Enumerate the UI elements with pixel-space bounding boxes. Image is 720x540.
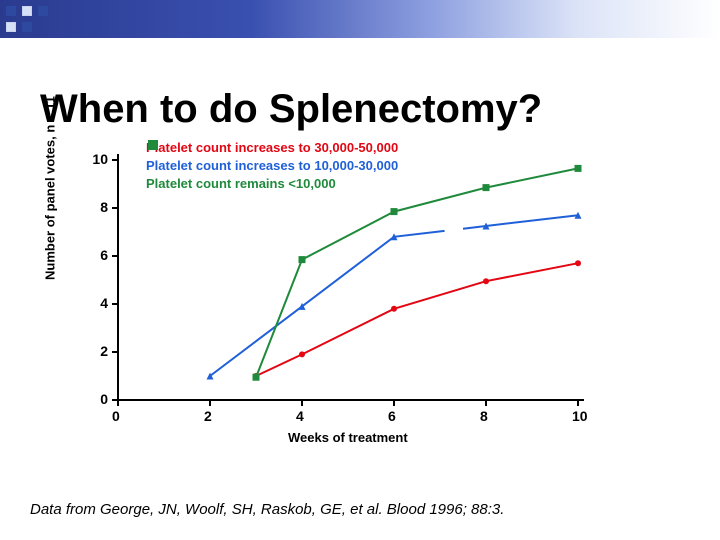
x-tick: 6 — [388, 408, 396, 424]
x-tick: 2 — [204, 408, 212, 424]
x-axis-label: Weeks of treatment — [288, 430, 408, 445]
y-tick: 6 — [100, 247, 108, 263]
page-title: When to do Splenectomy? — [40, 87, 542, 132]
decor-square — [38, 6, 48, 16]
y-tick: 0 — [100, 391, 108, 407]
x-tick: 0 — [112, 408, 120, 424]
citation: Data from George, JN, Woolf, SH, Raskob,… — [30, 501, 504, 518]
y-tick: 4 — [100, 295, 108, 311]
legend-label: Platelet count increases to 10,000-30,00… — [146, 158, 398, 173]
y-tick: 8 — [100, 199, 108, 215]
decor-square — [22, 22, 32, 32]
x-tick: 8 — [480, 408, 488, 424]
square-icon — [146, 138, 160, 152]
y-axis-label: Number of panel votes, n = 11 — [43, 96, 58, 280]
decor-square — [6, 22, 16, 32]
legend-item: Platelet count increases to 10,000-30,00… — [146, 156, 398, 174]
legend-item: Platelet count remains <10,000 — [146, 174, 398, 192]
chart: Number of panel votes, n = 11 Weeks of t… — [40, 130, 600, 450]
legend-label: Platelet count increases to 30,000-50,00… — [146, 140, 398, 155]
legend: Platelet count increases to 30,000-50,00… — [146, 138, 398, 192]
legend-label: Platelet count remains <10,000 — [146, 176, 336, 191]
legend-item: Platelet count increases to 30,000-50,00… — [146, 138, 398, 156]
decor-square — [22, 6, 32, 16]
x-tick: 4 — [296, 408, 304, 424]
header-gradient — [0, 0, 720, 38]
y-tick: 2 — [100, 343, 108, 359]
decor-square — [6, 6, 16, 16]
y-tick: 10 — [92, 151, 108, 167]
x-tick: 10 — [572, 408, 588, 424]
